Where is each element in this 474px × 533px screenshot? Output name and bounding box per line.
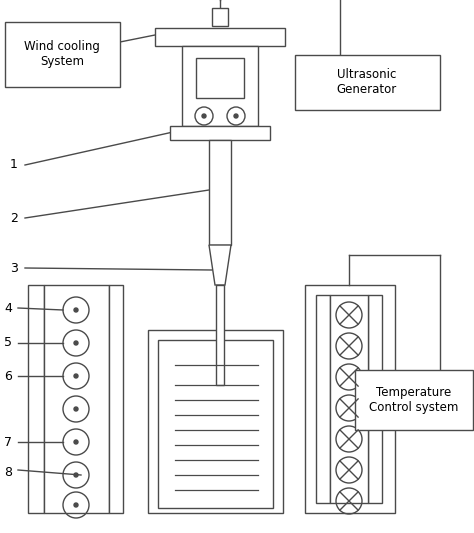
Bar — [28, 285, 44, 513]
Circle shape — [234, 114, 238, 118]
Text: Ultrasonic
Generator: Ultrasonic Generator — [337, 68, 397, 96]
Circle shape — [74, 308, 78, 312]
Bar — [5, 22, 120, 87]
Bar — [196, 58, 244, 98]
Bar — [295, 55, 440, 110]
Bar — [216, 285, 224, 385]
Text: 8: 8 — [4, 465, 12, 479]
Bar — [182, 46, 258, 126]
Text: 7: 7 — [4, 435, 12, 448]
Circle shape — [74, 503, 78, 507]
Bar — [170, 126, 270, 140]
Bar — [355, 370, 473, 430]
Text: 2: 2 — [10, 212, 18, 224]
Circle shape — [202, 114, 206, 118]
Bar — [155, 28, 285, 46]
Bar — [109, 285, 123, 513]
Circle shape — [74, 341, 78, 345]
Text: 5: 5 — [4, 336, 12, 350]
Text: 6: 6 — [4, 369, 12, 383]
Text: Temperature
Control system: Temperature Control system — [369, 386, 459, 414]
Bar — [305, 285, 395, 513]
Bar — [148, 330, 283, 513]
Bar — [158, 340, 273, 508]
Text: 3: 3 — [10, 262, 18, 274]
Circle shape — [74, 473, 78, 477]
Bar — [44, 285, 109, 513]
Circle shape — [74, 407, 78, 411]
Circle shape — [74, 440, 78, 444]
Text: Wind cooling
System: Wind cooling System — [24, 40, 100, 68]
Text: 4: 4 — [4, 302, 12, 314]
Circle shape — [74, 374, 78, 378]
Bar — [212, 8, 228, 26]
Bar — [368, 295, 382, 503]
Bar — [330, 295, 368, 503]
Bar — [316, 295, 330, 503]
Polygon shape — [209, 245, 231, 285]
Text: 1: 1 — [10, 158, 18, 172]
Bar — [209, 140, 231, 245]
